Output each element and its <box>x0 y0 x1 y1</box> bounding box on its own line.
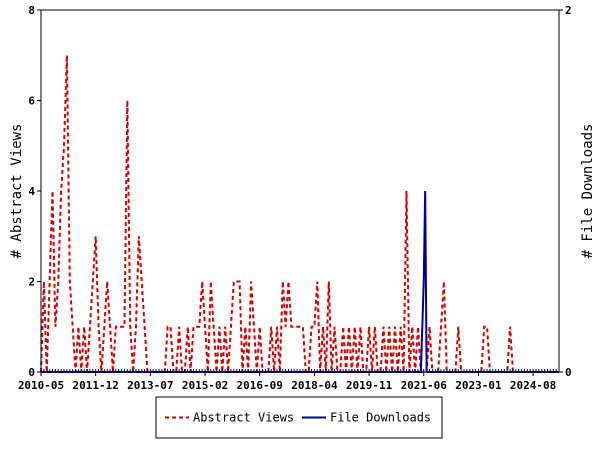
y-left-tick-label: 6 <box>28 95 35 108</box>
legend-label-file-downloads: File Downloads <box>330 411 431 425</box>
legend: Abstract Views File Downloads <box>155 396 443 439</box>
x-tick-label: 2019-11 <box>346 379 393 392</box>
axis-layer: 2010-05 2011-12 2013-07 2015-02 2016-09 2018-… <box>9 4 596 392</box>
legend-box <box>155 396 443 439</box>
x-tick-label: 2023-01 <box>455 379 502 392</box>
y-left-tick-label: 0 <box>28 366 35 379</box>
x-tick-label: 2021-06 <box>401 379 448 392</box>
y-right-tick-label: 0 <box>565 366 572 379</box>
x-tick-label: 2010-05 <box>18 379 64 392</box>
y-left-tick-label: 4 <box>28 185 35 198</box>
x-tick-label: 2018-04 <box>291 379 338 392</box>
y-right-tick-label: 2 <box>565 4 572 17</box>
y-right-axis-title: # File Downloads <box>580 124 596 259</box>
y-left-tick-label: 2 <box>28 276 35 289</box>
x-tick-label: 2015-02 <box>182 379 228 392</box>
y-left-tick-label: 8 <box>28 4 35 17</box>
x-tick-label: 2024-08 <box>510 379 556 392</box>
y-left-axis-title: # Abstract Views <box>9 124 25 259</box>
legend-label-abstract-views: Abstract Views <box>193 411 294 425</box>
x-tick-label: 2013-07 <box>127 379 173 392</box>
x-tick-label: 2016-09 <box>237 379 283 392</box>
x-tick-label: 2011-12 <box>72 379 118 392</box>
